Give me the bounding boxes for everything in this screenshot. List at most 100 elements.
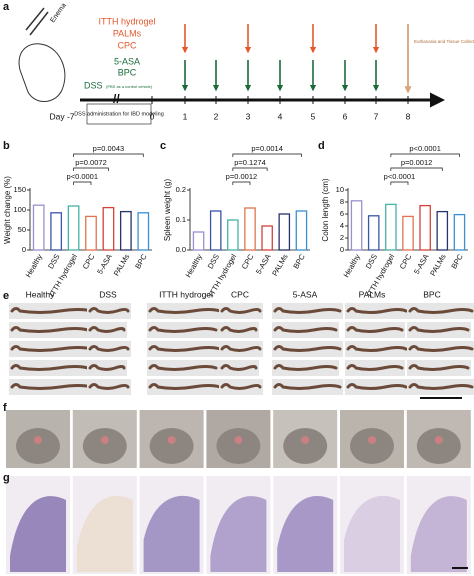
- colon: [273, 383, 342, 390]
- x-tick-label: Healthy: [342, 252, 363, 279]
- bar: [137, 212, 150, 251]
- tissue: [10, 496, 66, 572]
- comparison-bracket: [390, 167, 443, 171]
- colon: [148, 345, 222, 352]
- colon: [273, 364, 338, 371]
- comparison-bracket: [73, 181, 92, 185]
- tissue: [76, 495, 133, 572]
- colon: [408, 345, 474, 352]
- modeling-box: [86, 103, 152, 125]
- colon: [10, 326, 90, 333]
- colon: [408, 307, 474, 314]
- day-label: 6: [343, 111, 348, 121]
- y-tick-label: 0.1: [176, 215, 186, 224]
- comparison-bracket: [232, 167, 268, 171]
- vehicle-note: (PBS as a control vehicle): [106, 84, 153, 89]
- treatment-label: ITTH hydrogel: [98, 16, 155, 26]
- anus-region: [301, 436, 310, 444]
- y-axis-label: Spleen weight (g): [163, 179, 172, 242]
- comparison-bracket: [390, 181, 409, 185]
- anus-region: [34, 436, 42, 444]
- bar: [50, 212, 63, 251]
- colon: [10, 307, 94, 314]
- group-label: DSS: [99, 289, 117, 299]
- x-tick-label: PALMs: [112, 252, 132, 277]
- colon: [148, 326, 218, 333]
- x-tick-label: DSS: [364, 252, 380, 270]
- x-tick-label: DSS: [206, 252, 222, 270]
- colon: [346, 364, 404, 371]
- bar: [244, 207, 256, 251]
- panel-label: c: [160, 140, 166, 152]
- comparison-bracket: [232, 153, 302, 157]
- bar: [227, 219, 239, 251]
- group-label: Healthy: [26, 289, 56, 299]
- panel-label: b: [3, 140, 10, 152]
- comparison-label: p=0.0012: [226, 172, 258, 181]
- colon: [408, 383, 474, 390]
- tissue: [410, 496, 467, 572]
- colon: [88, 307, 130, 314]
- panel-label: a: [3, 1, 10, 13]
- bar: [436, 210, 449, 251]
- y-tick-label: 4: [340, 221, 344, 230]
- group-label: ITTH hydrogel: [159, 289, 213, 299]
- bar: [261, 225, 273, 251]
- colon: [273, 326, 338, 333]
- x-tick-label: BPC: [133, 252, 149, 270]
- x-tick-label: DSS: [46, 252, 62, 270]
- colon: [346, 383, 408, 390]
- day-label: 1: [183, 111, 188, 121]
- colon: [220, 326, 258, 333]
- anus-region: [368, 436, 376, 444]
- mouse-body: [350, 428, 394, 464]
- colon: [148, 307, 222, 314]
- mouse-body: [416, 428, 461, 464]
- panel-label: g: [3, 472, 10, 484]
- comparison-label: p=0.0014: [251, 144, 283, 153]
- colon: [220, 307, 262, 314]
- anus-region: [434, 436, 443, 444]
- bar: [419, 204, 431, 251]
- colon: [220, 364, 258, 371]
- endpoint-label: Euthanasia and Tissue Collection: [414, 39, 474, 44]
- colon: [10, 364, 90, 371]
- bar: [402, 215, 414, 251]
- y-tick-label: 2: [340, 233, 344, 242]
- comparison-label: p=0.0043: [93, 144, 125, 153]
- day-label: 5: [311, 111, 316, 121]
- panel-label: e: [3, 290, 9, 302]
- day-label: 3: [246, 111, 251, 121]
- anus-region: [100, 436, 109, 444]
- dss-label: DSS: [84, 80, 103, 90]
- comparison-label: p=0.0072: [75, 158, 107, 167]
- mouse-body: [16, 428, 60, 464]
- treatment-label: CPC: [117, 40, 137, 50]
- timeline: Day -7 0 1 2 3 4 5 6 7 8 ITTH hydrogel PALMs CPC 5-AS…: [49, 2, 474, 121]
- anus-region: [234, 436, 243, 444]
- bar: [278, 213, 291, 251]
- colon: [148, 383, 222, 390]
- x-tick-label: CPC: [398, 252, 414, 271]
- y-tick-label: 0.2: [176, 185, 186, 194]
- colon: [273, 307, 342, 314]
- colon: [88, 326, 126, 333]
- colon: [88, 364, 126, 371]
- mouse-body: [283, 428, 328, 464]
- bar: [350, 200, 363, 251]
- tissue: [210, 496, 267, 572]
- y-tick-label: 8: [340, 197, 344, 206]
- bar: [209, 210, 222, 251]
- group-label: BPC: [423, 289, 440, 299]
- bar: [67, 205, 80, 251]
- group-label: CPC: [231, 289, 249, 299]
- axis-break: //: [113, 92, 120, 106]
- tissue: [344, 495, 400, 572]
- treatment-label: PALMs: [113, 28, 142, 38]
- x-tick-label: CPC: [81, 252, 97, 271]
- comparison-label: p<0.0001: [67, 172, 99, 181]
- y-tick-label: 6: [340, 209, 344, 218]
- colon: [148, 364, 218, 371]
- colon: [220, 383, 262, 390]
